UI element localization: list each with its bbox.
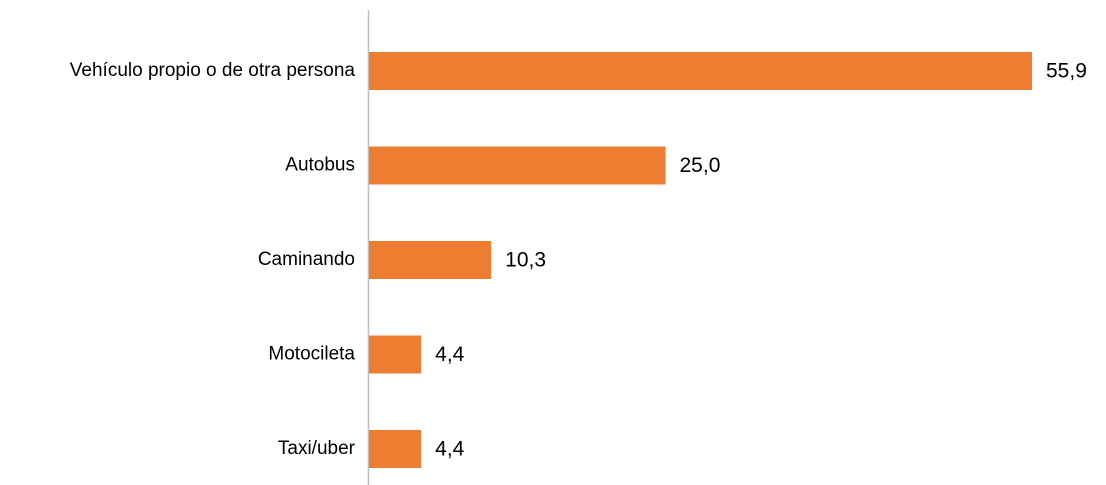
value-label: 4,4 [435, 343, 465, 366]
category-label: Autobus [285, 155, 355, 176]
category-label: Motocileta [268, 344, 355, 365]
bar [369, 146, 666, 185]
bar [369, 52, 1032, 90]
value-label: 55,9 [1046, 60, 1087, 83]
category-label: Vehículo propio o de otra persona [70, 60, 356, 81]
bar [369, 430, 422, 468]
value-label: 25,0 [680, 154, 721, 177]
value-label: 4,4 [435, 438, 465, 461]
bar [369, 241, 492, 279]
category-label: Taxi/uber [278, 438, 356, 459]
value-label: 10,3 [505, 249, 546, 272]
bar [369, 335, 422, 374]
category-label: Caminando [258, 249, 355, 270]
